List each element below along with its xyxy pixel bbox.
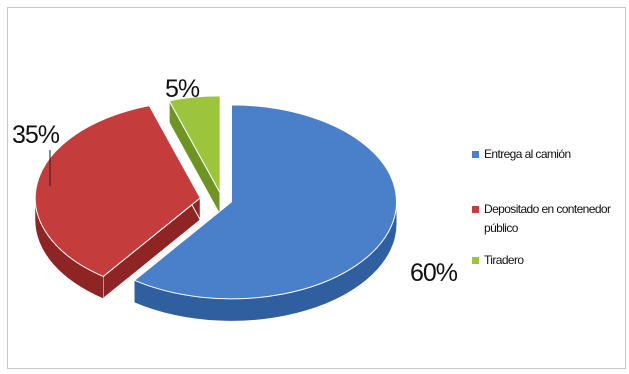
legend-item-entrega: Entrega al camión bbox=[472, 145, 629, 164]
pie-slices bbox=[34, 95, 397, 300]
legend-label-entrega: Entrega al camión bbox=[484, 147, 571, 161]
legend-label-depositado: Depositado en contenedor público bbox=[484, 202, 611, 235]
data-label-depositado: 35% bbox=[12, 121, 60, 149]
legend-swatch-depositado bbox=[472, 206, 479, 213]
data-label-entrega: 60% bbox=[410, 259, 458, 287]
legend-item-tiradero: Tiradero bbox=[472, 251, 629, 270]
slice-entrega bbox=[133, 104, 397, 300]
legend-swatch-tiradero bbox=[472, 257, 479, 264]
legend-label-tiradero: Tiradero bbox=[484, 253, 524, 267]
slice-depositado bbox=[34, 105, 201, 277]
legend-item-depositado: Depositado en contenedor público bbox=[472, 200, 629, 238]
data-label-tiradero: 5% bbox=[165, 75, 200, 103]
legend-swatch-entrega bbox=[472, 151, 479, 158]
data-labels: 60% 35% 5% bbox=[12, 75, 459, 287]
slice-tiradero bbox=[168, 95, 221, 194]
